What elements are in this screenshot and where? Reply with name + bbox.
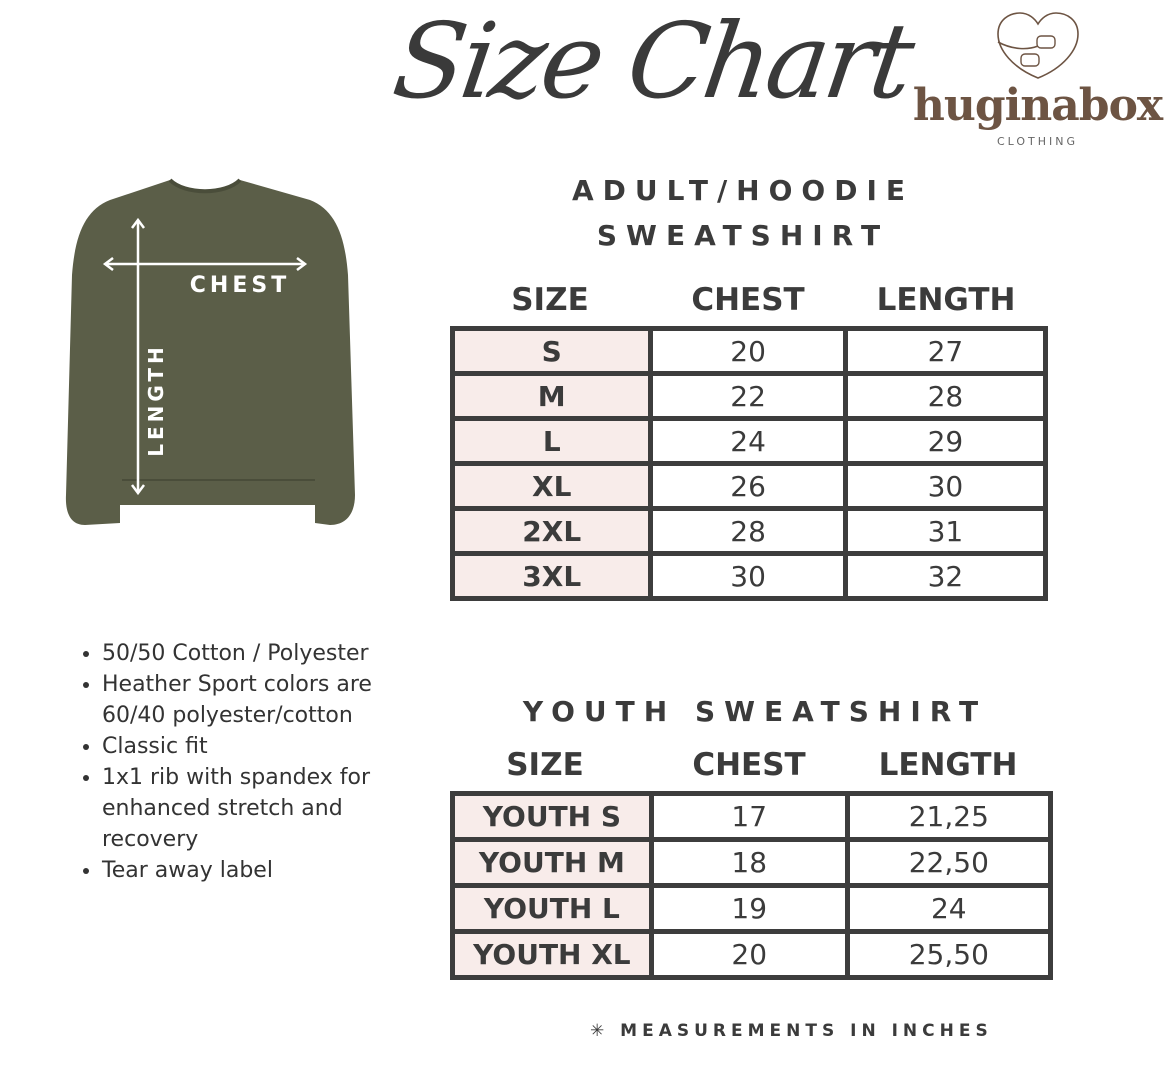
youth-heading: YOUTH SWEATSHIRT	[522, 695, 988, 728]
page-title: Size Chart	[386, 0, 918, 122]
feature-item: 1x1 rib with spandex for enhanced stretc…	[102, 762, 422, 855]
youth-col-length: LENGTH	[878, 747, 1018, 783]
length-cell: 30	[842, 461, 1049, 511]
feature-item: Classic fit	[102, 731, 422, 762]
size-cell: XL	[449, 461, 654, 511]
size-cell: 3XL	[449, 551, 654, 601]
size-cell: S	[449, 326, 654, 376]
brand-subtitle: CLOTHING	[996, 135, 1079, 148]
size-cell: YOUTH XL	[450, 929, 654, 980]
chest-cell: 24	[648, 416, 848, 466]
table-row: XL 26 30	[449, 461, 1049, 511]
size-cell: YOUTH M	[450, 837, 654, 888]
length-label: LENGTH	[144, 343, 168, 457]
feature-item: Tear away label	[102, 855, 422, 886]
length-cell: 25,50	[844, 929, 1054, 980]
chest-cell: 30	[648, 551, 848, 601]
chest-cell: 20	[648, 929, 850, 980]
adult-col-chest: CHEST	[691, 282, 805, 318]
heart-hug-icon	[996, 12, 1079, 79]
table-row: YOUTH M 18 22,50	[450, 837, 1054, 888]
table-row: M 22 28	[449, 371, 1049, 421]
table-row: 3XL 30 32	[449, 551, 1049, 601]
brand-name: huginabox	[912, 80, 1163, 131]
size-cell: YOUTH S	[450, 791, 654, 842]
table-row: L 24 29	[449, 416, 1049, 466]
chest-cell: 26	[648, 461, 848, 511]
chest-cell: 28	[648, 506, 848, 556]
brand-logo: huginabox CLOTHING	[905, 10, 1170, 148]
measurement-note: ✳ MEASUREMENTS IN INCHES	[590, 1021, 993, 1041]
table-row: YOUTH L 19 24	[450, 883, 1054, 934]
sweatshirt-illustration: CHEST LENGTH	[65, 178, 355, 525]
table-row: S 20 27	[449, 326, 1049, 376]
size-cell: 2XL	[449, 506, 654, 556]
size-cell: M	[449, 371, 654, 421]
youth-size-table: YOUTH S 17 21,25 YOUTH M 18 22,50 YOUTH L 19 24 Y…	[450, 791, 1054, 980]
chest-label: CHEST	[190, 273, 290, 298]
size-cell: YOUTH L	[450, 883, 654, 934]
adult-size-table: S 20 27 M 22 28 L 24 29 XL 26 30 2XL 28 31 3XL 30 32	[449, 326, 1049, 601]
feature-item: Heather Sport colors are 60/40 polyester…	[102, 669, 422, 731]
table-row: 2XL 28 31	[449, 506, 1049, 556]
feature-item: 50/50 Cotton / Polyester	[102, 638, 422, 669]
adult-heading-line2: SWEATSHIRT	[596, 219, 890, 252]
length-cell: 22,50	[844, 837, 1054, 888]
chest-cell: 18	[648, 837, 850, 888]
adult-heading-line1: ADULT/HOODIE	[571, 174, 914, 207]
length-cell: 31	[842, 506, 1049, 556]
table-row: YOUTH XL 20 25,50	[450, 929, 1054, 980]
length-cell: 28	[842, 371, 1049, 421]
chest-cell: 22	[648, 371, 848, 421]
length-cell: 32	[842, 551, 1049, 601]
youth-col-chest: CHEST	[692, 747, 806, 783]
adult-col-size: SIZE	[511, 282, 589, 318]
chest-cell: 17	[648, 791, 850, 842]
table-row: YOUTH S 17 21,25	[450, 791, 1054, 842]
feature-list: 50/50 Cotton / Polyester Heather Sport c…	[78, 638, 422, 886]
adult-col-length: LENGTH	[876, 282, 1016, 318]
length-cell: 29	[842, 416, 1049, 466]
chest-cell: 20	[648, 326, 848, 376]
size-cell: L	[449, 416, 654, 466]
length-cell: 27	[842, 326, 1049, 376]
length-cell: 21,25	[844, 791, 1054, 842]
chest-cell: 19	[648, 883, 850, 934]
youth-col-size: SIZE	[506, 747, 584, 783]
length-cell: 24	[844, 883, 1054, 934]
